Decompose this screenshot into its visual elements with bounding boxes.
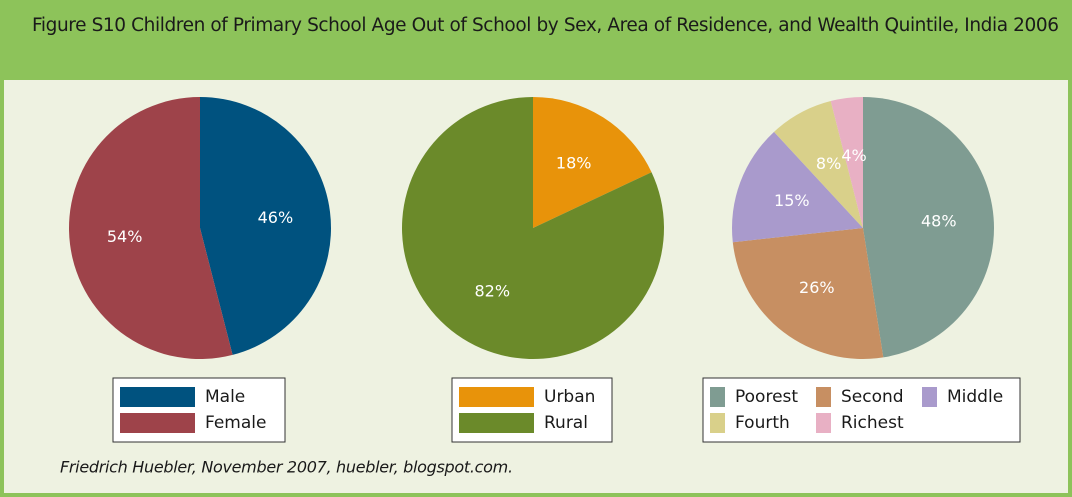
- legend-swatch: [922, 387, 937, 407]
- legend-swatch: [710, 413, 725, 433]
- legend-swatch: [459, 413, 534, 433]
- title-box: Figure S10 Children of Primary School Ag…: [32, 15, 1059, 36]
- legend-swatch: [816, 413, 831, 433]
- pie-slice: [732, 131, 863, 243]
- legend-label: Richest: [841, 413, 904, 433]
- pie-slice: [200, 97, 331, 355]
- legend-label: Poorest: [735, 387, 798, 407]
- pie-slice: [863, 97, 995, 358]
- data-label: 48%: [921, 212, 957, 231]
- data-label: 18%: [556, 153, 592, 172]
- data-label: 54%: [107, 227, 143, 246]
- legend-swatch: [120, 413, 195, 433]
- legend-label: Second: [841, 387, 904, 407]
- legend-label: Rural: [544, 413, 588, 433]
- legend-label: Male: [205, 387, 245, 407]
- data-label: 8%: [816, 154, 841, 173]
- pie-slice: [774, 101, 863, 228]
- data-label: 82%: [475, 282, 511, 301]
- legend-label: Middle: [947, 387, 1003, 407]
- legend-swatch: [459, 387, 534, 407]
- legend-swatch: [710, 387, 725, 407]
- pie-slice: [402, 97, 664, 359]
- legend-box: [702, 377, 1021, 443]
- pie-slice: [830, 97, 863, 228]
- legend-swatch: [816, 387, 831, 407]
- legend-swatch: [120, 387, 195, 407]
- data-label: 15%: [774, 191, 810, 210]
- pie-slice: [68, 97, 233, 359]
- pie-slice: [732, 228, 884, 360]
- pie-slice: [533, 97, 652, 228]
- data-label: 26%: [799, 278, 835, 297]
- chart-title: Figure S10 Children of Primary School Ag…: [32, 15, 1059, 36]
- data-label: 46%: [258, 208, 294, 227]
- source: Friedrich Huebler, November 2007, hueble…: [60, 458, 513, 477]
- legend-label: Fourth: [735, 413, 790, 433]
- legend-label: Urban: [544, 387, 595, 407]
- data-label: 4%: [841, 146, 866, 165]
- legend-label: Female: [205, 413, 266, 433]
